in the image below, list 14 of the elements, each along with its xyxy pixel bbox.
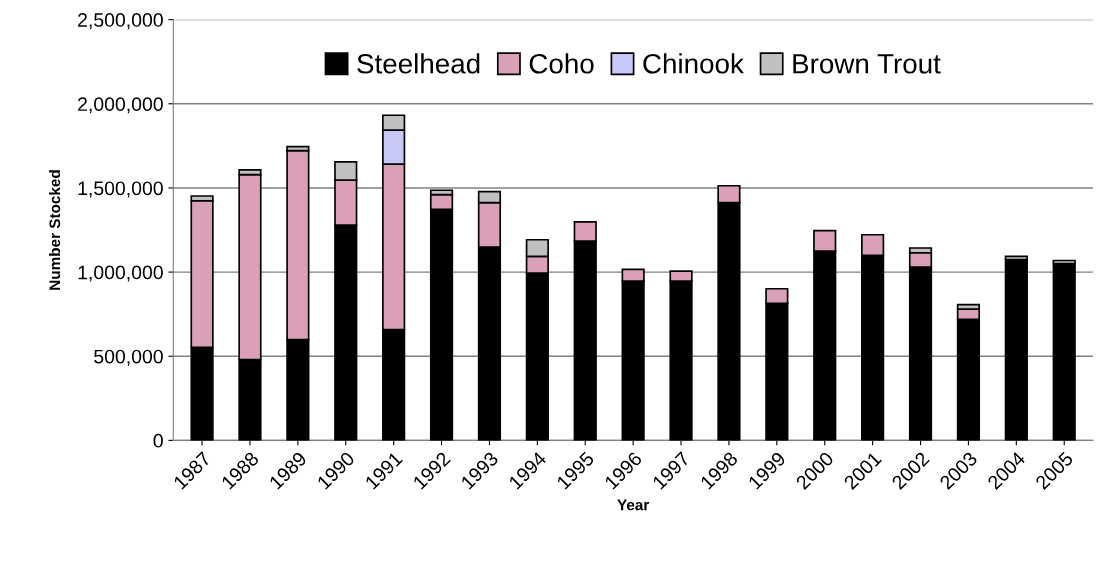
y-tick-label: 2,500,000 — [78, 13, 163, 30]
legend-label: Brown Trout — [793, 54, 941, 74]
y-tick-label: 1,000,000 — [78, 265, 163, 282]
bar — [1052, 262, 1076, 441]
legend-label: Steelhead — [357, 53, 480, 74]
y-tick-label: 0 — [153, 433, 163, 448]
y-tick-label: 2,000,000 — [78, 97, 163, 114]
y-tick-label: 500,000 — [94, 349, 163, 366]
bar — [1004, 258, 1028, 441]
y-axis-title: Number Stocked — [48, 170, 61, 290]
legend-label: Chinook — [643, 53, 744, 74]
y-tick-label: 1,500,000 — [78, 181, 163, 198]
x-axis-title: Year — [617, 499, 650, 511]
legend-label: Coho — [529, 53, 594, 74]
